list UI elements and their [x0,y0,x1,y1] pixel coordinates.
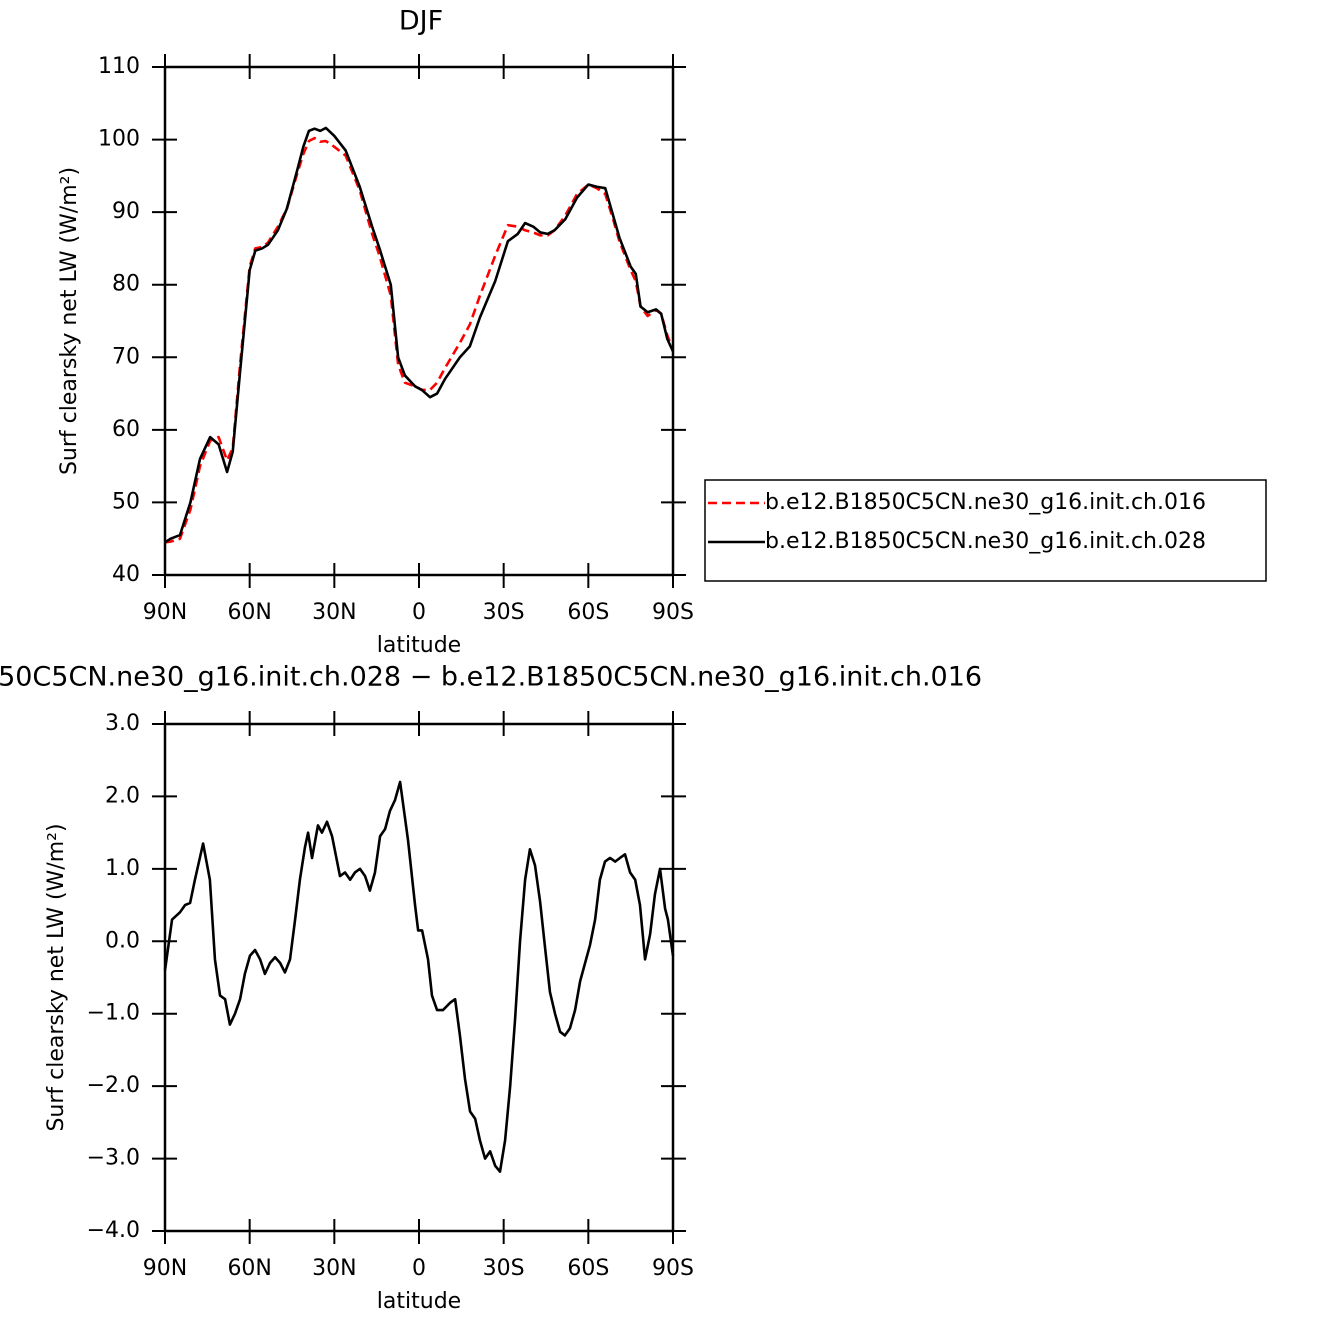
y-tick-label: 50 [112,489,140,514]
x-tick-label: 30S [483,600,525,625]
plot-frame [163,722,675,1233]
y-axis-label: Surf clearsky net LW (W/m²) [57,167,82,475]
y-tick-label: 100 [98,127,140,152]
x-tick-label: 30N [312,600,356,625]
x-tick-label: 30N [312,1256,356,1281]
x-tick-label: 90N [143,600,187,625]
y-tick-label: 60 [112,417,140,442]
legend-label: b.e12.B1850C5CN.ne30_g16.init.ch.016 [765,490,1206,515]
y-tick-label: 0.0 [105,928,140,953]
plot-frame [163,65,675,577]
chart-title: DJF [399,6,443,37]
y-tick-label: −1.0 [87,1001,140,1026]
y-tick-label: 1.0 [105,856,140,881]
data-line [164,136,675,544]
y-tick-label: −4.0 [87,1218,140,1243]
y-tick-label: 3.0 [105,711,140,736]
data-line [163,780,675,1173]
y-tick-label: 70 [112,344,140,369]
x-axis-label: latitude [377,633,461,658]
x-tick-label: 0 [412,1256,426,1281]
x-tick-label: 30S [483,1256,525,1281]
chart-title: b.e12.B1850C5CN.ne30_g16.init.ch.028 − b… [0,662,982,693]
x-tick-label: 0 [412,600,426,625]
x-tick-label: 90S [652,1256,694,1281]
x-tick-label: 90S [652,600,694,625]
x-axis-label: latitude [377,1289,461,1314]
y-tick-label: −2.0 [87,1073,140,1098]
x-tick-label: 60N [227,600,271,625]
y-tick-label: 110 [98,54,140,79]
legend-label: b.e12.B1850C5CN.ne30_g16.init.ch.028 [765,529,1206,554]
y-tick-label: 80 [112,272,140,297]
y-tick-label: −3.0 [87,1146,140,1171]
x-tick-label: 90N [143,1256,187,1281]
y-tick-label: 90 [112,199,140,224]
legend-box [704,479,1267,582]
y-tick-label: 40 [112,562,140,587]
y-tick-label: 2.0 [105,783,140,808]
y-axis-label: Surf clearsky net LW (W/m²) [44,823,69,1131]
x-tick-label: 60S [567,600,609,625]
x-tick-label: 60N [227,1256,271,1281]
data-line [164,126,675,544]
x-tick-label: 60S [567,1256,609,1281]
